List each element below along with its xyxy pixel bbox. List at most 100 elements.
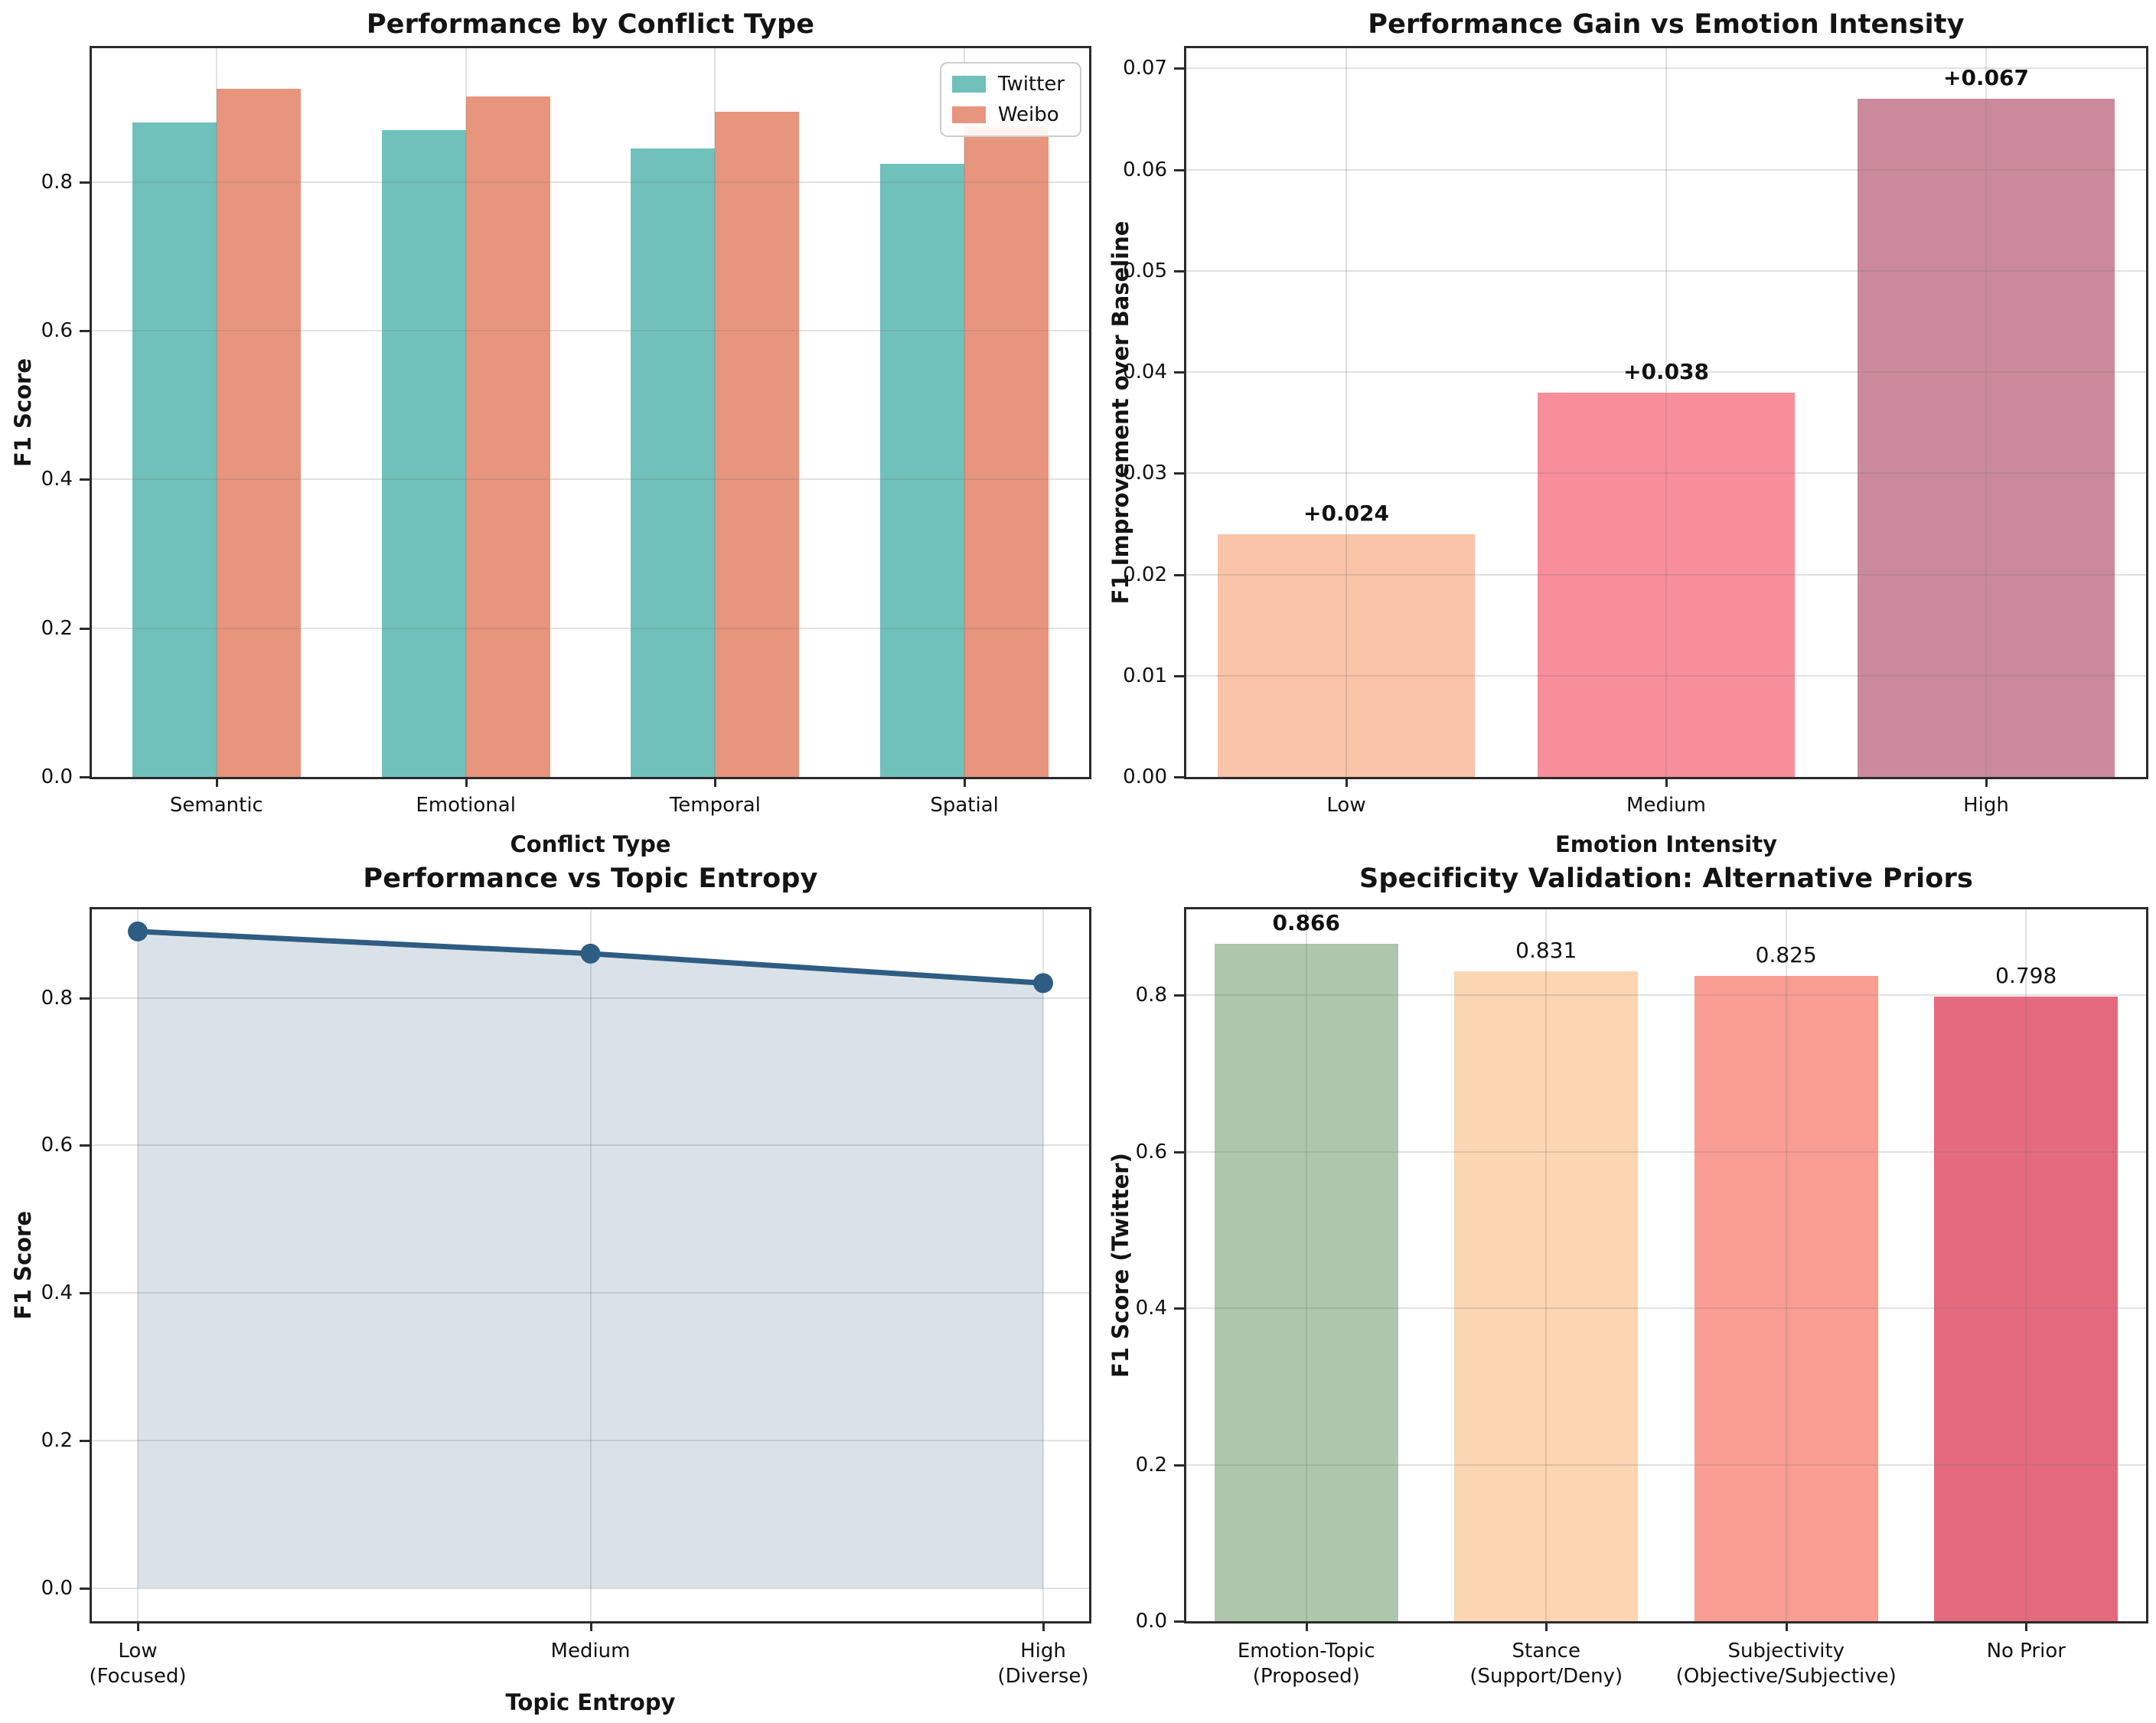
x-tick-label: Medium [392,1639,790,1664]
x-tick [1985,778,1988,787]
bar-twitter [880,163,965,777]
x-tick [1545,1622,1548,1631]
x-tick [1305,1622,1308,1631]
y-tick-label: 0.07 [1123,57,1167,80]
y-tick [80,776,90,778]
x-tick-label-line: Medium [550,1640,631,1663]
grid-line [92,997,1089,999]
x-tick-label: Spatial [765,793,1163,818]
x-tick [215,778,218,787]
y-tick-label: 0.6 [41,1134,73,1157]
bar-value-label: 0.831 [1515,937,1577,963]
grid-line [1186,994,2146,997]
y-tick [80,627,90,630]
bar [1214,943,1398,1621]
grid-line [1186,573,2146,576]
y-tick [1174,573,1184,576]
x-tick-label-line: No Prior [1986,1640,2066,1663]
grid-line [137,909,139,1621]
y-tick-label: 0.6 [1135,1140,1167,1163]
y-tick-label: 0.2 [41,1428,73,1452]
grid-line [1785,909,1787,1621]
y-tick [80,330,90,333]
plot-area: +0.024 +0.038 +0.067 [1184,46,2148,779]
bar-value-label: 0.825 [1755,941,1817,968]
x-tick-label-line: Low [1326,794,1366,817]
y-tick-label: 0.8 [41,170,73,194]
x-tick-label-line: (Support/Deny) [1469,1665,1623,1688]
bar [1934,997,2118,1621]
y-tick [80,997,90,1000]
bar-value-label: 0.866 [1272,909,1341,935]
x-tick-label: Emotion-Topic (Proposed) [1107,1639,1505,1689]
y-tick-label: 0.6 [41,319,73,343]
plot-area: Twitter Weibo [90,46,1091,779]
y-tick [80,1587,90,1590]
y-tick [1174,994,1184,997]
y-tick [1174,1464,1184,1467]
data-point-marker [580,943,601,964]
y-tick-label: 0.0 [41,765,73,788]
legend-entry: Weibo [951,103,1065,126]
y-tick [80,1292,90,1295]
legend-label: Twitter [997,73,1065,96]
y-tick-label: 0.0 [41,1576,73,1600]
grid-line [1345,48,1347,777]
y-tick [80,478,90,481]
x-tick-label-line: (Proposed) [1252,1665,1360,1688]
legend-label: Weibo [997,103,1059,126]
x-tick-label-line: Low [118,1640,158,1663]
bar-weibo [465,96,550,777]
grid-line [92,627,1089,629]
x-tick-label: Stance (Support/Deny) [1347,1639,1745,1689]
y-tick [1174,674,1184,677]
x-tick-label-line: Emotion-Topic [1237,1640,1375,1663]
x-tick-label-line: High [1963,794,2009,817]
x-tick [465,778,468,787]
x-tick-label-line: Semantic [169,794,263,817]
y-tick-label: 0.2 [1135,1453,1167,1477]
grid-line [215,48,217,777]
y-tick-label: 0.4 [41,468,73,491]
x-tick-label: Medium [1467,793,1865,818]
x-tick-label-line: (Focused) [89,1665,187,1688]
y-tick [1174,371,1184,374]
y-tick-label: 0.0 [1135,1610,1167,1633]
y-tick-label: 0.05 [1123,259,1167,282]
bar-weibo [216,89,301,777]
x-tick [1785,1622,1788,1631]
x-axis-label: Emotion Intensity [1555,831,1777,857]
grid-line [92,1587,1089,1589]
line-series [128,921,1053,1588]
x-tick [1345,778,1348,787]
y-tick [1174,1620,1184,1623]
chart-title: Specificity Validation: Alternative Prio… [1359,863,1974,894]
bar [1454,971,1639,1621]
chart-title: Performance vs Topic Entropy [363,863,818,894]
area-fill [138,931,1043,1588]
y-tick-label: 0.2 [41,616,73,640]
y-tick [1174,67,1184,70]
x-tick-label-line: Spatial [930,794,999,817]
y-axis-label: F1 Score (Twitter) [1107,1153,1133,1378]
chart-title: Performance Gain vs Emotion Intensity [1368,9,1965,40]
bar [1218,534,1475,777]
grid-line [1545,909,1548,1621]
y-tick [1174,472,1184,475]
bar-twitter [631,148,716,777]
y-tick-label: 0.03 [1123,462,1167,485]
y-tick [1174,269,1184,272]
grid-line [1186,1464,2146,1466]
x-tick-label-line: (Objective/Subjective) [1675,1665,1897,1688]
x-tick-label-line: Temporal [669,794,761,817]
x-tick [1042,1622,1045,1631]
bar [1694,975,1878,1621]
data-point-marker [1033,973,1053,994]
grid-line [1186,472,2146,475]
grid-line [92,1144,1089,1147]
x-axis-label: Topic Entropy [505,1689,676,1715]
bar [1858,99,2115,777]
